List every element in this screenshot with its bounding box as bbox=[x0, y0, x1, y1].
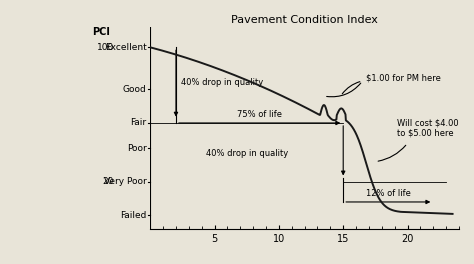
Text: Failed: Failed bbox=[120, 211, 146, 220]
Title: Pavement Condition Index: Pavement Condition Index bbox=[231, 15, 378, 25]
Text: 40% drop in quality: 40% drop in quality bbox=[206, 149, 288, 158]
Text: Very Poor: Very Poor bbox=[104, 177, 146, 186]
Text: PCI: PCI bbox=[92, 27, 110, 37]
Text: 40% drop in quality: 40% drop in quality bbox=[181, 78, 264, 87]
Text: Excellent: Excellent bbox=[105, 43, 146, 52]
Text: 100: 100 bbox=[97, 43, 114, 52]
Text: 75% of life: 75% of life bbox=[237, 110, 282, 119]
Text: 20: 20 bbox=[103, 177, 114, 186]
Text: Poor: Poor bbox=[127, 144, 146, 153]
Text: Good: Good bbox=[123, 85, 146, 94]
Text: 12% of life: 12% of life bbox=[366, 189, 410, 198]
Text: $1.00 for PM here: $1.00 for PM here bbox=[366, 73, 441, 82]
Text: Will cost $4.00
to $5.00 here: Will cost $4.00 to $5.00 here bbox=[397, 118, 459, 138]
Text: Fair: Fair bbox=[130, 119, 146, 128]
